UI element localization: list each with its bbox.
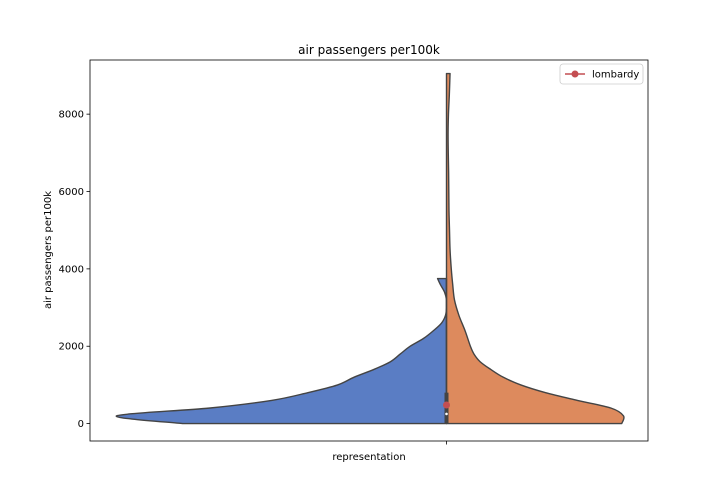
x-axis-title: representation xyxy=(332,452,405,463)
legend-marker xyxy=(571,70,579,78)
marker-lombardy xyxy=(443,401,450,409)
violin-half-right xyxy=(445,72,625,425)
y-axis: 0 2000 4000 6000 8000 xyxy=(59,110,90,430)
legend-label-lombardy: lombardy xyxy=(592,70,639,81)
y-tick-label: 2000 xyxy=(59,342,84,353)
y-tick-label: 0 xyxy=(78,419,84,430)
chart-title: air passengers per100k xyxy=(298,43,440,57)
axes-frame xyxy=(89,59,649,442)
plot-area xyxy=(115,72,625,425)
legend-box xyxy=(559,63,644,85)
y-tick-label: 4000 xyxy=(59,264,84,275)
y-tick-label: 8000 xyxy=(59,110,84,121)
y-tick-label: 6000 xyxy=(59,187,84,198)
y-axis-title: air passengers per100k xyxy=(43,191,54,309)
box-median xyxy=(445,412,448,416)
violin-half-left xyxy=(115,277,448,425)
legend: lombardy xyxy=(559,63,644,85)
